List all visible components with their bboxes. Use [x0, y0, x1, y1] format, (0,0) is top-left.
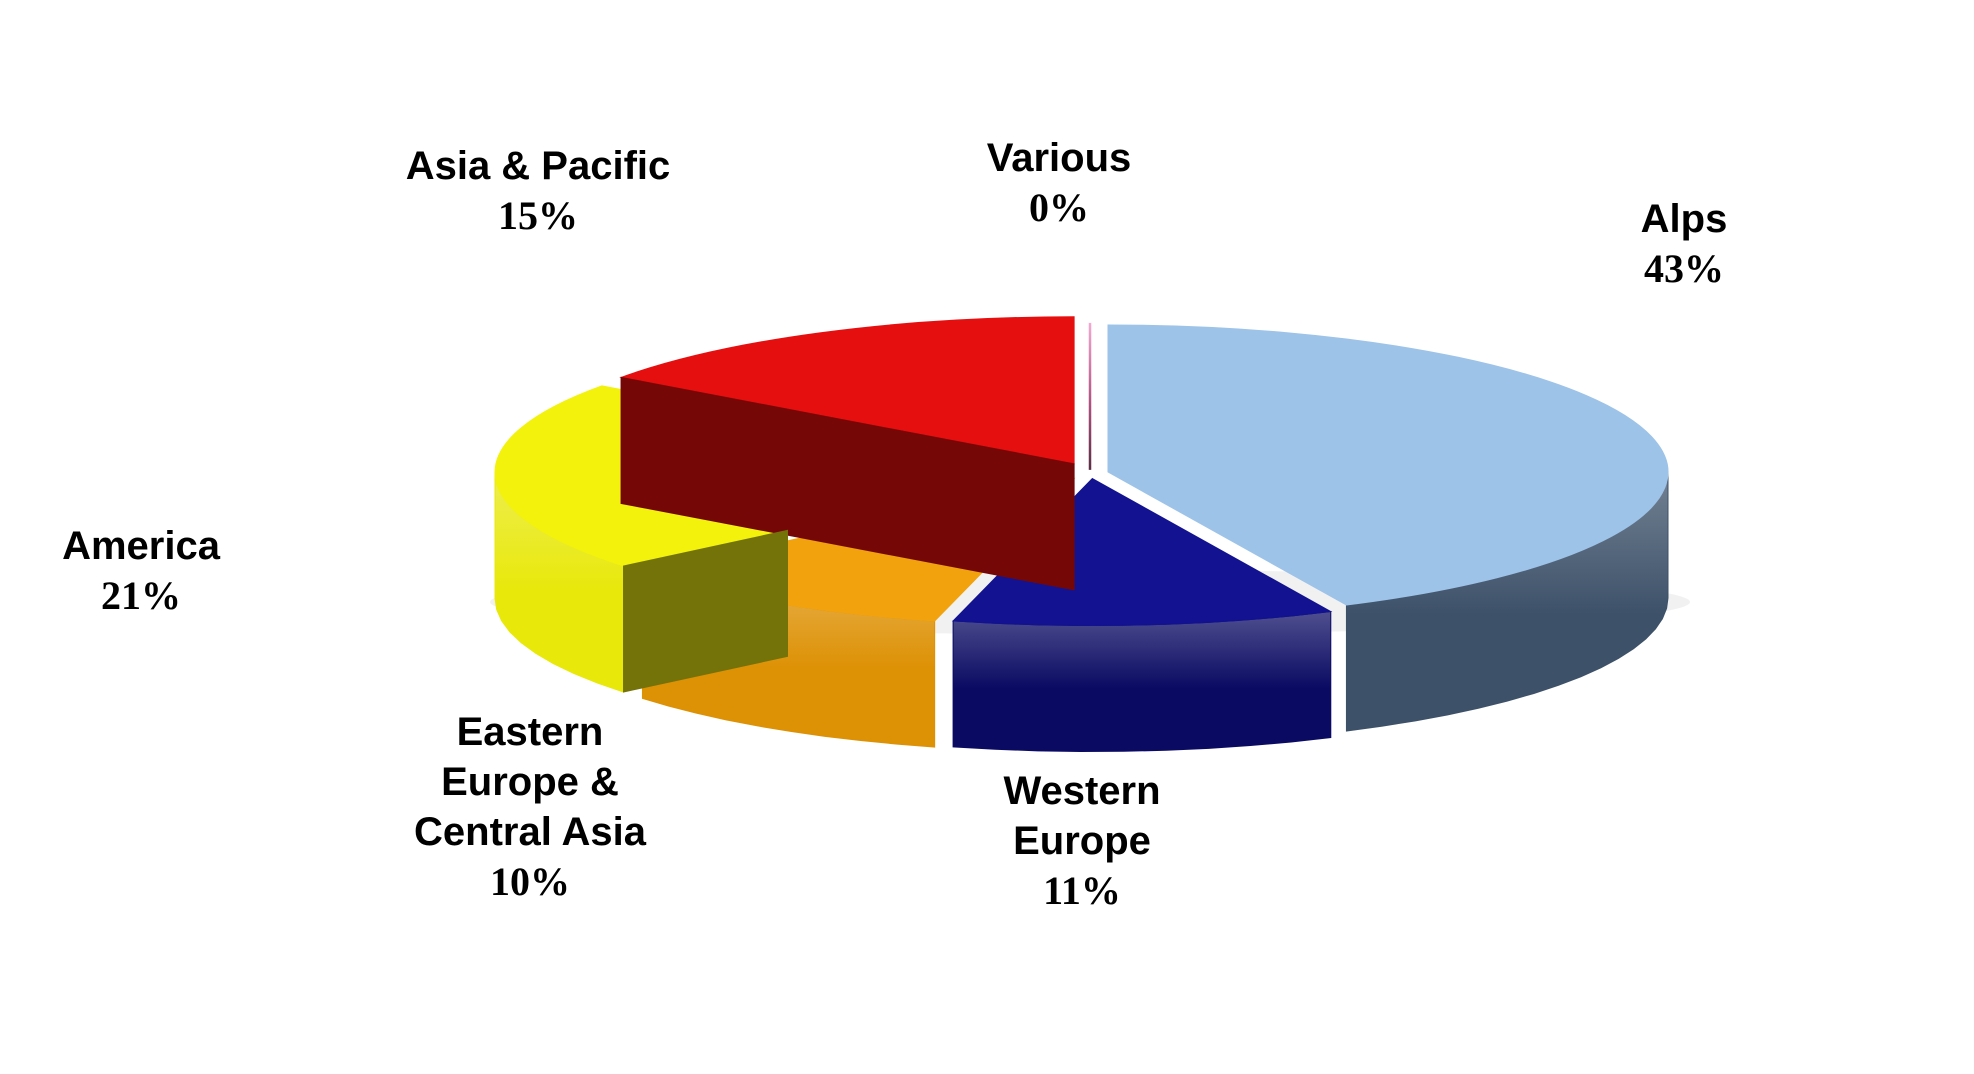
svg-text:Europe: Europe: [1013, 819, 1151, 863]
svg-text:Western: Western: [1003, 769, 1160, 813]
svg-text:Various: Various: [987, 136, 1132, 180]
svg-text:43%: 43%: [1644, 246, 1724, 291]
svg-text:Central Asia: Central Asia: [414, 810, 647, 854]
svg-text:Eastern: Eastern: [457, 710, 604, 754]
svg-text:11%: 11%: [1043, 868, 1121, 913]
svg-text:Alps: Alps: [1641, 197, 1728, 241]
svg-text:10%: 10%: [490, 859, 570, 904]
svg-text:0%: 0%: [1029, 185, 1089, 230]
svg-text:Asia & Pacific: Asia & Pacific: [406, 144, 671, 188]
svg-text:America: America: [62, 524, 221, 568]
svg-text:15%: 15%: [498, 193, 578, 238]
svg-text:Europe &: Europe &: [441, 760, 619, 804]
svg-text:21%: 21%: [101, 573, 181, 618]
